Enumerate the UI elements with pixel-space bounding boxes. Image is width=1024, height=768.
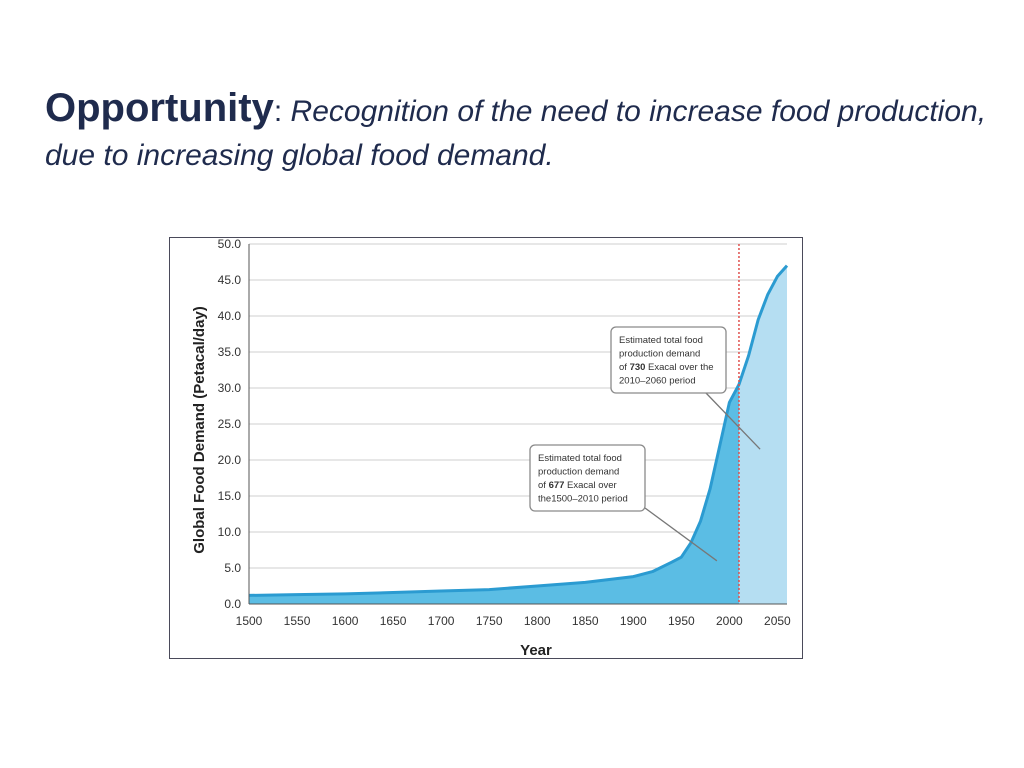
callout-line: of 730 Exacal over the [619, 362, 714, 373]
callout-line: Estimated total food [619, 335, 703, 346]
x-axis-title: Year [520, 642, 552, 658]
callout-projected: Estimated total food production demand of … [610, 326, 761, 450]
callout-segment: production demand [538, 467, 619, 478]
y-tick-label: 20.0 [218, 453, 242, 467]
callout-pointer [705, 392, 761, 450]
x-tick-label: 1900 [620, 614, 647, 628]
x-tick-label: 1600 [332, 614, 359, 628]
callout-segment: of [619, 362, 630, 373]
x-tick-label: 1750 [476, 614, 503, 628]
callout-line: of 677 Exacal over [538, 480, 617, 491]
title-subtitle: Recognition of the need to increase food… [45, 95, 987, 172]
x-tick-label: 1500 [236, 614, 263, 628]
y-tick-label: 40.0 [218, 309, 242, 323]
y-tick-label: 25.0 [218, 417, 242, 431]
callout-pointer [644, 507, 718, 562]
callout-segment: production demand [619, 349, 700, 360]
callout-box [529, 444, 646, 512]
y-axis-title: Global Food Demand (Petacal/day) [191, 306, 208, 554]
slide-title: Opportunity: Recognition of the need to … [45, 86, 995, 178]
callout-segment: Estimated total food [538, 453, 622, 464]
callout-line: 2010–2060 period [619, 376, 696, 387]
x-tick-label: 2050 [764, 614, 791, 628]
y-tick-label: 10.0 [218, 525, 242, 539]
callout-segment: Estimated total food [619, 335, 703, 346]
callout-line: Estimated total food [538, 453, 622, 464]
callout-segment: Exacal over [564, 480, 616, 491]
historic-demand-area [249, 384, 739, 604]
y-tick-label: 5.0 [224, 561, 241, 575]
y-tick-label: 15.0 [218, 489, 242, 503]
callout-segment: the1500–2010 period [538, 494, 628, 505]
callout-box [610, 326, 727, 394]
callout-value: 677 [549, 480, 565, 491]
callout-segment: Exacal over the [645, 362, 713, 373]
y-tick-label: 50.0 [218, 238, 242, 251]
callout-line: production demand [538, 467, 619, 478]
x-tick-label: 1550 [284, 614, 311, 628]
callout-segment: 2010–2060 period [619, 376, 696, 387]
callouts: Estimated total food production demand of … [529, 326, 761, 562]
chart-frame: 0.0 5.0 10.0 15.0 20.0 25.0 30.0 35.0 40.0 45.0 50… [169, 237, 803, 659]
y-tick-label: 35.0 [218, 345, 242, 359]
callout-segment: of [538, 480, 549, 491]
x-tick-label: 1650 [380, 614, 407, 628]
callout-line: the1500–2010 period [538, 494, 628, 505]
title-lead: Opportunity [45, 86, 274, 130]
demand-line [248, 264, 789, 597]
x-tick-label: 1700 [428, 614, 455, 628]
x-tick-label: 1800 [524, 614, 551, 628]
y-tick-label: 30.0 [218, 381, 242, 395]
tick-labels: 0.0 5.0 10.0 15.0 20.0 25.0 30.0 35.0 40.0 45.0 50… [218, 238, 791, 628]
callout-historic: Estimated total food production demand of … [529, 444, 718, 562]
callout-line: production demand [619, 349, 700, 360]
x-tick-label: 1950 [668, 614, 695, 628]
y-tick-label: 0.0 [224, 597, 241, 611]
x-tick-label: 1850 [572, 614, 599, 628]
demand-area [248, 244, 789, 604]
y-tick-label: 45.0 [218, 273, 242, 287]
axes [248, 244, 787, 605]
title-colon: : [273, 95, 283, 128]
x-tick-label: 2000 [716, 614, 743, 628]
food-demand-chart: 0.0 5.0 10.0 15.0 20.0 25.0 30.0 35.0 40.0 45.0 50… [191, 238, 791, 658]
callout-value: 730 [630, 362, 646, 373]
